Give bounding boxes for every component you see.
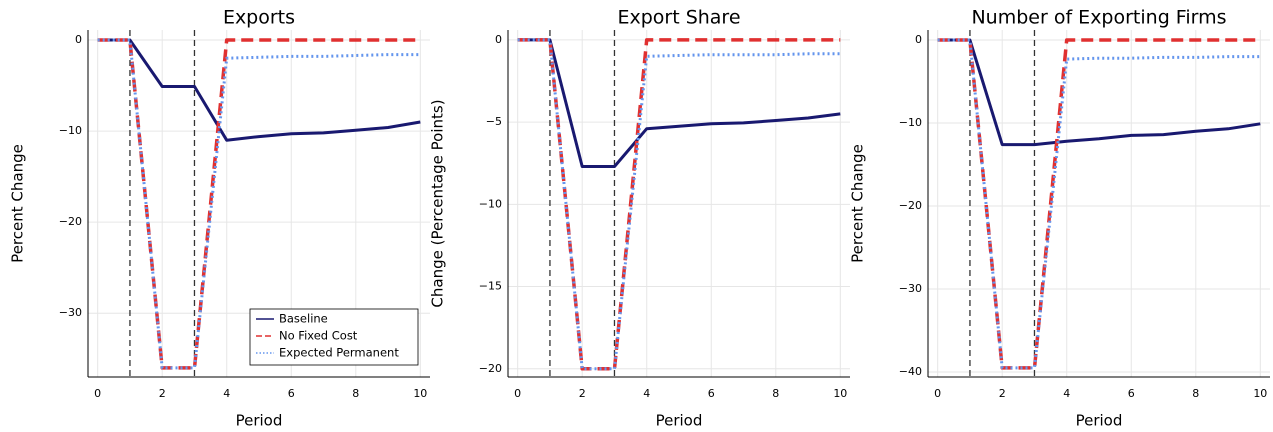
x-tick-label: 2 — [579, 387, 586, 400]
series-line — [517, 38, 841, 371]
legend-label: No Fixed Cost — [279, 329, 358, 343]
y-tick-label: −20 — [479, 362, 502, 375]
y-axis-label: Percent Change — [9, 144, 27, 263]
series-line — [517, 38, 841, 371]
x-tick-label: 0 — [514, 387, 521, 400]
x-tick-label: 4 — [1063, 387, 1070, 400]
x-tick-label: 0 — [94, 387, 101, 400]
series-line — [517, 38, 841, 168]
x-axis-label: Period — [656, 412, 703, 430]
series-line — [97, 38, 421, 370]
y-tick-label: −40 — [899, 365, 922, 378]
y-tick-label: −20 — [899, 199, 922, 212]
x-tick-label: 8 — [1192, 387, 1199, 400]
y-tick-label: −10 — [59, 124, 82, 137]
y-tick-label: 0 — [915, 33, 922, 46]
x-tick-label: 4 — [223, 387, 230, 400]
x-axis-label: Period — [1076, 412, 1123, 430]
y-axis-label: Percent Change — [849, 144, 867, 263]
x-tick-label: 2 — [159, 387, 166, 400]
chart-title: Number of Exporting Firms — [971, 7, 1226, 29]
y-tick-label: −5 — [486, 115, 502, 128]
chart-title: Exports — [223, 7, 295, 29]
y-tick-label: −20 — [59, 215, 82, 228]
x-tick-label: 10 — [1253, 387, 1267, 400]
x-axis-label: Period — [236, 412, 283, 430]
x-tick-label: 8 — [772, 387, 779, 400]
chart-title: Export Share — [617, 7, 740, 29]
y-tick-label: −15 — [479, 280, 502, 293]
y-tick-label: 0 — [495, 33, 502, 46]
y-tick-label: −10 — [899, 116, 922, 129]
legend-label: Baseline — [279, 312, 328, 326]
x-tick-label: 6 — [1128, 387, 1135, 400]
series-line — [937, 38, 1261, 370]
x-tick-label: 6 — [288, 387, 295, 400]
x-tick-label: 6 — [708, 387, 715, 400]
y-tick-label: −30 — [59, 306, 82, 319]
x-tick-label: 4 — [643, 387, 650, 400]
x-tick-label: 10 — [833, 387, 847, 400]
y-axis-label: Change (Percentage Points) — [429, 99, 447, 307]
series-line — [97, 38, 421, 142]
x-tick-label: 8 — [352, 387, 359, 400]
legend-label: Expected Permanent — [279, 346, 399, 360]
x-tick-label: 2 — [999, 387, 1006, 400]
y-tick-label: 0 — [75, 33, 82, 46]
y-tick-label: −10 — [479, 197, 502, 210]
y-tick-label: −30 — [899, 282, 922, 295]
series-line — [937, 38, 1261, 147]
legend-box — [249, 308, 419, 366]
x-tick-label: 0 — [934, 387, 941, 400]
x-tick-label: 10 — [413, 387, 427, 400]
